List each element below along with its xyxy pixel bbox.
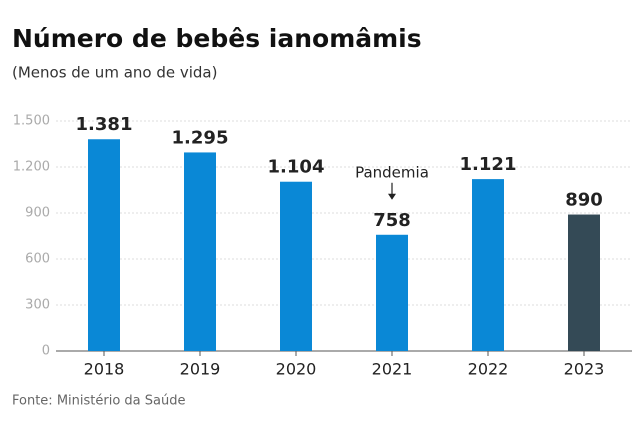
annotation-arrowhead (388, 193, 396, 200)
value-label: 758 (373, 210, 411, 231)
bar (568, 214, 600, 351)
value-label: 1.381 (76, 114, 133, 135)
x-tick-label: 2020 (276, 360, 317, 379)
annotation: Pandemia (355, 163, 429, 181)
bar (472, 179, 504, 351)
y-tick-label: 900 (25, 206, 50, 221)
x-tick-label: 2022 (468, 360, 509, 379)
value-label: 890 (565, 190, 603, 211)
source: Fonte: Ministério da Saúde (12, 394, 185, 409)
x-tick-label: 2018 (84, 360, 125, 379)
y-tick-label: 1.500 (13, 114, 50, 129)
value-label: 1.295 (172, 127, 229, 148)
chart-subtitle: (Menos de um ano de vida) (12, 64, 217, 82)
value-label: 1.121 (460, 154, 517, 175)
y-tick-label: 1.200 (13, 160, 50, 175)
y-tick-label: 300 (25, 298, 50, 313)
y-tick-label: 0 (42, 344, 50, 359)
bar (184, 152, 216, 351)
y-tick-label: 600 (25, 252, 50, 267)
bar (280, 181, 312, 351)
bar (376, 234, 408, 351)
x-tick-label: 2021 (372, 360, 413, 379)
x-tick-label: 2019 (180, 360, 221, 379)
value-label: 1.104 (268, 157, 325, 178)
chart-title: Número de bebês ianomâmis (12, 24, 422, 53)
bar (88, 139, 120, 351)
x-tick-label: 2023 (564, 360, 605, 379)
